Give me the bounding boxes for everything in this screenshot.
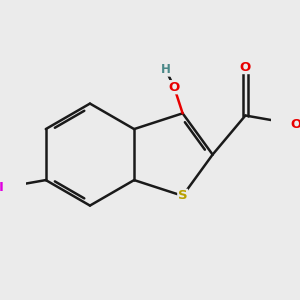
- Text: I: I: [0, 181, 4, 194]
- Text: H: H: [161, 63, 171, 76]
- Text: O: O: [290, 118, 300, 131]
- Text: S: S: [178, 189, 188, 202]
- Text: O: O: [240, 61, 251, 74]
- Text: O: O: [169, 81, 180, 94]
